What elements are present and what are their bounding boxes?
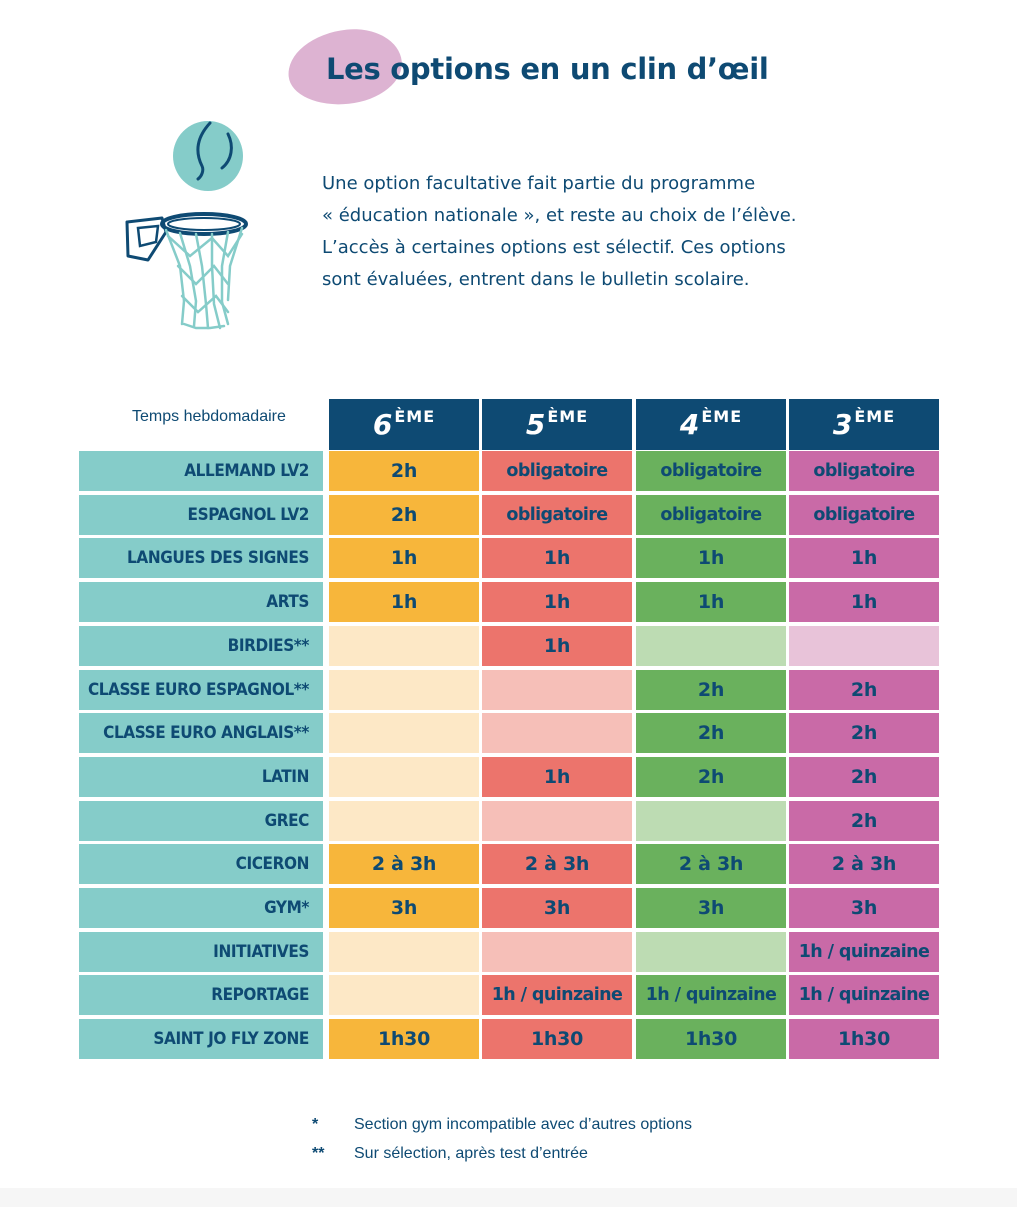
table-cell: 1h / quinzaine xyxy=(789,975,939,1015)
row-label-classe-euro-espagnol: CLASSE EURO ESPAGNOL** xyxy=(79,670,323,710)
row-label-saint-jo-fly-zone: SAINT JO FLY ZONE xyxy=(79,1019,323,1059)
intro-text: Une option facultative fait partie du pr… xyxy=(322,168,882,296)
table-cell: 1h30 xyxy=(329,1019,479,1059)
table-cell: 2h xyxy=(329,451,479,491)
table-cell: 3h xyxy=(329,888,479,928)
grade-suffix: ÈME xyxy=(701,407,743,426)
row-label-classe-euro-anglais: CLASSE EURO ANGLAIS** xyxy=(79,713,323,753)
table-cell xyxy=(482,932,632,972)
table-cell: obligatoire xyxy=(482,495,632,535)
footnote-item: * Section gym incompatible avec d’autres… xyxy=(312,1110,692,1139)
footnote-mark: * xyxy=(312,1115,319,1133)
basketball-hoop-icon xyxy=(125,121,248,330)
table-cell: 1h xyxy=(789,538,939,578)
table-cell xyxy=(636,626,786,666)
grade-number: 3 xyxy=(832,407,853,441)
intro-line: Une option facultative fait partie du pr… xyxy=(322,173,756,194)
table-cell: 2h xyxy=(636,713,786,753)
intro-line: sont évaluées, entrent dans le bulletin … xyxy=(322,269,750,290)
table-cell: 2h xyxy=(329,495,479,535)
row-label-birdies: BIRDIES** xyxy=(79,626,323,666)
row-label-reportage: REPORTAGE xyxy=(79,975,323,1015)
row-label-latin: LATIN xyxy=(79,757,323,797)
table-cell: 2 à 3h xyxy=(789,844,939,884)
table-cell: 1h xyxy=(636,538,786,578)
table-cell xyxy=(329,713,479,753)
table-cell xyxy=(636,932,786,972)
table-cell: 1h xyxy=(482,538,632,578)
table-cell: 1h / quinzaine xyxy=(482,975,632,1015)
row-label-ciceron: CICERON xyxy=(79,844,323,884)
table-cell xyxy=(482,670,632,710)
weekly-time-label: Temps hebdomadaire xyxy=(132,408,286,425)
footnote-item: ** Sur sélection, après test d’entrée xyxy=(312,1139,692,1168)
row-label-langues-des-signes: LANGUES DES SIGNES xyxy=(79,538,323,578)
grade-number: 5 xyxy=(525,407,546,441)
table-cell: 2h xyxy=(789,801,939,841)
table-cell xyxy=(482,801,632,841)
row-label-gym: GYM* xyxy=(79,888,323,928)
table-cell: 2h xyxy=(789,757,939,797)
table-cell: obligatoire xyxy=(636,451,786,491)
table-cell: 2h xyxy=(636,757,786,797)
table-cell xyxy=(636,801,786,841)
grade-header: 3 ÈME xyxy=(789,399,939,450)
table-cell: 1h30 xyxy=(789,1019,939,1059)
footnote-text: Sur sélection, après test d’entrée xyxy=(354,1144,588,1162)
table-cell: obligatoire xyxy=(789,495,939,535)
table-cell: obligatoire xyxy=(789,451,939,491)
table-cell: 1h xyxy=(329,538,479,578)
grade-suffix: ÈME xyxy=(394,407,436,426)
table-cell xyxy=(329,975,479,1015)
table-cell xyxy=(482,713,632,753)
grade-number: 6 xyxy=(372,407,393,441)
table-cell xyxy=(329,757,479,797)
table-cell xyxy=(329,670,479,710)
table-cell: 1h xyxy=(482,757,632,797)
footnote-text: Section gym incompatible avec d’autres o… xyxy=(354,1115,692,1133)
table-cell xyxy=(789,626,939,666)
table-cell: 1h xyxy=(482,626,632,666)
table-cell: 1h / quinzaine xyxy=(636,975,786,1015)
row-label-initiatives: INITIATIVES xyxy=(79,932,323,972)
table-cell: 3h xyxy=(482,888,632,928)
table-cell: 2 à 3h xyxy=(636,844,786,884)
table-cell: obligatoire xyxy=(482,451,632,491)
grade-header: 6 ÈME xyxy=(329,399,479,450)
row-label-allemand-lv2: ALLEMAND LV2 xyxy=(79,451,323,491)
table-cell: 1h30 xyxy=(636,1019,786,1059)
table-cell: 2h xyxy=(636,670,786,710)
grade-header: 5 ÈME xyxy=(482,399,632,450)
table-cell: obligatoire xyxy=(636,495,786,535)
table-cell: 1h xyxy=(482,582,632,622)
intro-line: « éducation nationale », et reste au cho… xyxy=(322,205,797,226)
footnote-mark: ** xyxy=(312,1144,325,1162)
table-cell: 1h xyxy=(329,582,479,622)
table-cell: 1h / quinzaine xyxy=(789,932,939,972)
row-label-arts: ARTS xyxy=(79,582,323,622)
table-cell xyxy=(329,932,479,972)
grade-number: 4 xyxy=(679,407,700,441)
page-title: Les options en un clin d’œil xyxy=(326,52,769,86)
table-cell: 1h xyxy=(636,582,786,622)
grade-suffix: ÈME xyxy=(547,407,589,426)
bottom-bar xyxy=(0,1188,1017,1207)
table-cell: 2 à 3h xyxy=(482,844,632,884)
table-cell xyxy=(329,801,479,841)
table-cell: 1h xyxy=(789,582,939,622)
table-cell: 1h30 xyxy=(482,1019,632,1059)
table-cell: 2h xyxy=(789,713,939,753)
intro-line: L’accès à certaines options est sélectif… xyxy=(322,237,786,258)
table-cell: 2h xyxy=(789,670,939,710)
table-cell: 3h xyxy=(636,888,786,928)
grade-header: 4 ÈME xyxy=(636,399,786,450)
footnotes: * Section gym incompatible avec d’autres… xyxy=(312,1110,692,1168)
table-cell: 2 à 3h xyxy=(329,844,479,884)
row-label-grec: GREC xyxy=(79,801,323,841)
grade-suffix: ÈME xyxy=(854,407,896,426)
table-cell: 3h xyxy=(789,888,939,928)
table-cell xyxy=(329,626,479,666)
row-label-espagnol-lv2: ESPAGNOL LV2 xyxy=(79,495,323,535)
